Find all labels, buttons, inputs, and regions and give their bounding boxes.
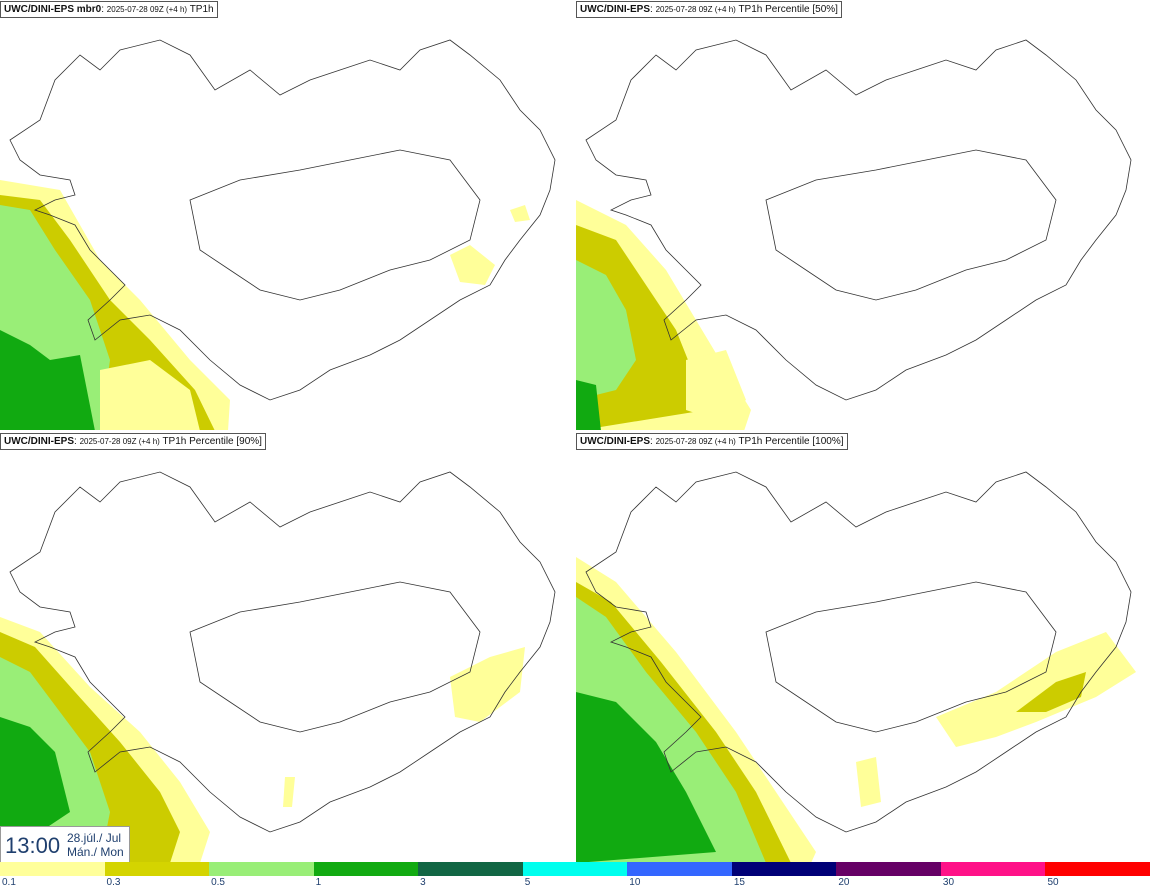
legend-tick-label: 0.3: [106, 877, 121, 888]
precip-map-mbr0: [0, 39, 556, 431]
legend-tick-label: 50: [1047, 877, 1059, 888]
panel-title: UWC/DINI-EPS mbr0: 2025-07-28 09Z (+4 h)…: [0, 1, 218, 18]
legend-swatch: [1045, 862, 1150, 876]
panel-title: UWC/DINI-EPS: 2025-07-28 09Z (+4 h) TP1h…: [576, 433, 848, 450]
legend-tick-label: 0.5: [211, 877, 225, 888]
precip-fields: [0, 617, 525, 863]
map-panel-p100: UWC/DINI-EPS: 2025-07-28 09Z (+4 h) TP1h…: [576, 432, 1150, 863]
valid-time-box: 13:00 28.júl./ Jul Mán./ Mon: [0, 826, 130, 864]
legend-tick-label: 30: [942, 877, 955, 888]
legend-swatch: [731, 862, 837, 876]
legend-swatch: [418, 862, 523, 876]
coastline: [9, 39, 556, 401]
valid-time-date: 28.júl./ Jul Mán./ Mon: [67, 831, 124, 859]
legend-tick-label: 3: [420, 877, 426, 888]
coastline: [585, 39, 1132, 401]
legend-tick-label: 0.1: [2, 877, 16, 888]
coastline: [585, 471, 1132, 833]
precip-fields: [0, 180, 530, 431]
legend-tick-label: 5: [524, 877, 531, 888]
legend-tick-label: 1: [315, 877, 322, 888]
valid-time-clock: 13:00: [5, 833, 61, 858]
precip-map-p100: [576, 471, 1136, 863]
color-legend-bar: [0, 862, 1150, 876]
legend-swatch: [313, 862, 419, 876]
precip-fields: [576, 200, 751, 431]
panel-divider-horizontal: [0, 430, 1150, 432]
precip-map-p90: [0, 471, 556, 863]
panel-title: UWC/DINI-EPS: 2025-07-28 09Z (+4 h) TP1h…: [0, 433, 266, 450]
legend-tick-label: 15: [733, 877, 745, 888]
panel-title: UWC/DINI-EPS: 2025-07-28 09Z (+4 h) TP1h…: [576, 1, 842, 18]
legend-swatch: [627, 862, 732, 876]
legend-tick-label: 10: [629, 877, 641, 888]
coastline: [9, 471, 556, 833]
legend-swatch: [522, 862, 628, 876]
map-panel-p90: UWC/DINI-EPS: 2025-07-28 09Z (+4 h) TP1h…: [0, 432, 575, 863]
map-panel-mbr0: UWC/DINI-EPS mbr0: 2025-07-28 09Z (+4 h)…: [0, 0, 575, 431]
legend-swatch: [209, 862, 314, 876]
legend-tick-label: 20: [838, 877, 850, 888]
legend-swatch: [940, 862, 1046, 876]
color-legend-ticks: 0.1 0.3 0.5 1 3 5 10 15 20 30 50: [0, 876, 1150, 891]
precip-fields: [576, 557, 1136, 863]
legend-swatch: [836, 862, 941, 876]
legend-swatch: [104, 862, 210, 876]
map-panel-p50: UWC/DINI-EPS: 2025-07-28 09Z (+4 h) TP1h…: [576, 0, 1150, 431]
precip-map-p50: [576, 39, 1132, 431]
legend-swatch: [0, 862, 105, 876]
